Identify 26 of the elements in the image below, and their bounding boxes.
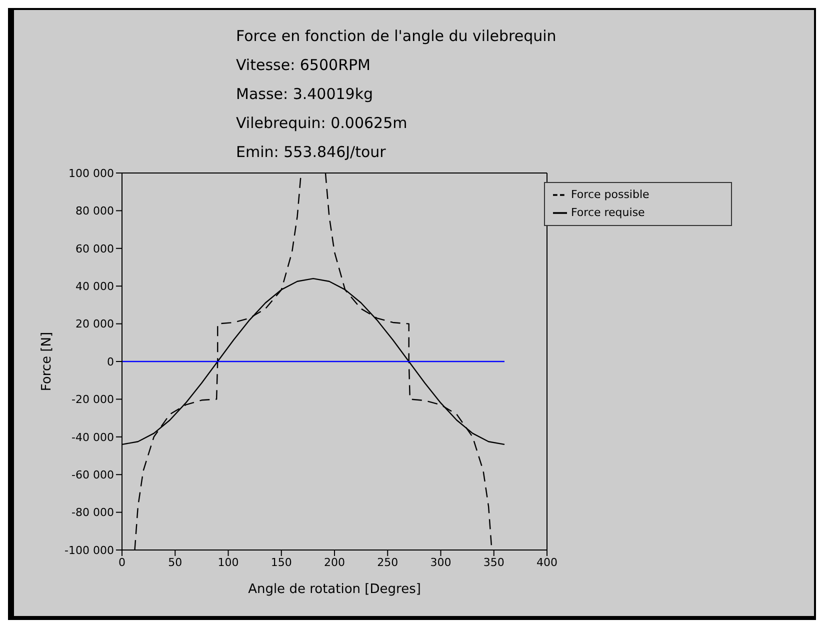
y-tick-label: 40 000 (76, 280, 114, 294)
x-tick-label: 350 (483, 556, 504, 569)
chart-title: Force en fonction de l'angle du vilebrequin (236, 26, 556, 47)
x-tick-label: 150 (270, 556, 292, 569)
y-tick-label: -100 000 (64, 544, 114, 557)
y-axis-title: Force [N] (40, 332, 55, 392)
x-tick-label: 100 (218, 556, 239, 569)
x-axis-title: Angle de rotation [Degres] (248, 582, 421, 597)
y-tick-label: 80 000 (76, 204, 114, 218)
chart-subtitle: Vitesse: 6500RPM Masse: 3.40019kg Vilebrequin: 0.00625m Emin: 553.846J/tour (236, 55, 408, 163)
legend-label: Force possible (571, 188, 650, 201)
x-tick-label: 400 (536, 556, 558, 569)
y-tick-label: 0 (107, 355, 114, 368)
y-tick-label: -80 000 (72, 506, 114, 520)
x-tick-label: 250 (377, 556, 398, 569)
x-tick-label: 200 (324, 556, 345, 569)
y-tick-label: -60 000 (72, 468, 114, 482)
legend-label: Force requise (571, 206, 645, 219)
y-tick-label: 20 000 (76, 318, 114, 331)
x-tick-label: 50 (168, 556, 182, 569)
x-tick-label: 0 (118, 556, 126, 569)
y-tick-label: 60 000 (76, 242, 114, 256)
y-tick-label: -40 000 (72, 430, 114, 444)
y-tick-label: -20 000 (72, 393, 114, 406)
x-tick-label: 300 (430, 556, 452, 569)
y-tick-label: 100 000 (68, 166, 114, 180)
